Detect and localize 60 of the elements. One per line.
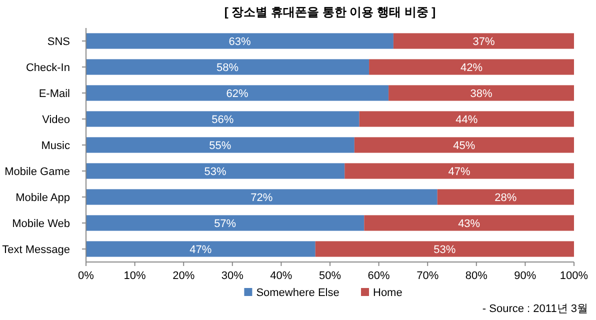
y-tick-label: E-Mail xyxy=(38,88,70,100)
data-label: 53% xyxy=(434,244,456,256)
bar xyxy=(315,241,574,257)
chart-title: [ 장소별 휴대폰을 통한 이용 행태 비중 ] xyxy=(224,5,436,19)
x-tick-label: 80% xyxy=(465,270,488,282)
legend-label: Home xyxy=(373,287,402,299)
bar xyxy=(86,85,389,101)
bar xyxy=(369,59,574,75)
bar xyxy=(86,215,364,231)
bar xyxy=(86,59,370,75)
data-label: 63% xyxy=(228,36,251,48)
x-tick-label: 0% xyxy=(78,270,94,282)
data-label: 44% xyxy=(456,114,478,126)
legend-label: Somewhere Else xyxy=(256,287,340,299)
y-tick-label: SNS xyxy=(47,36,70,48)
x-tick-label: 60% xyxy=(368,270,390,282)
y-tick-label: Music xyxy=(41,140,70,152)
data-label: 37% xyxy=(472,36,495,48)
x-tick-label: 30% xyxy=(221,270,244,282)
y-tick-label: Check-In xyxy=(26,62,70,74)
x-tick-label: 100% xyxy=(560,270,588,282)
data-label: 28% xyxy=(494,192,517,204)
data-label: 38% xyxy=(470,88,492,100)
data-label: 42% xyxy=(460,62,483,74)
y-tick-label: Mobile App xyxy=(16,192,70,204)
bar xyxy=(86,241,316,257)
x-tick-label: 40% xyxy=(270,270,292,282)
x-tick-label: 90% xyxy=(514,270,536,282)
data-label: 57% xyxy=(214,218,236,230)
data-label: 53% xyxy=(204,166,227,178)
x-tick-label: 20% xyxy=(172,270,195,282)
data-label: 58% xyxy=(216,62,239,74)
bar xyxy=(86,137,354,153)
data-label: 47% xyxy=(190,244,212,256)
x-tick-label: 10% xyxy=(124,270,146,282)
bar xyxy=(344,163,574,179)
data-label: 72% xyxy=(250,192,273,204)
data-label: 55% xyxy=(209,140,232,152)
y-tick-label: Mobile Web xyxy=(12,218,70,230)
x-tick-label: 70% xyxy=(416,270,439,282)
data-label: 45% xyxy=(453,140,476,152)
bar xyxy=(359,111,574,127)
y-tick-label: Mobile Game xyxy=(4,166,70,178)
bar xyxy=(388,85,574,101)
bar xyxy=(86,189,438,205)
x-tick-label: 50% xyxy=(318,270,342,282)
bar xyxy=(437,189,574,205)
data-label: 43% xyxy=(458,218,480,230)
y-tick-label: Text Message xyxy=(2,244,70,256)
bar xyxy=(86,33,394,49)
bar xyxy=(86,163,345,179)
y-tick-label: Video xyxy=(42,114,70,126)
bar xyxy=(86,111,360,127)
text: - Source : 2011년 3월 xyxy=(482,303,588,315)
bar xyxy=(354,137,574,153)
data-label: 62% xyxy=(226,88,248,100)
bar xyxy=(393,33,574,49)
data-label: 47% xyxy=(448,166,471,178)
bar xyxy=(364,215,574,231)
data-label: 56% xyxy=(212,114,234,126)
